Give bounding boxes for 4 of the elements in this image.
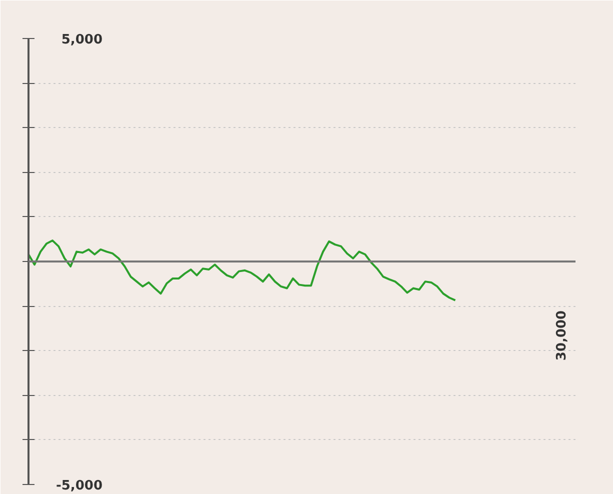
annotation: 30,000: [554, 310, 570, 361]
line-series: [28, 240, 456, 302]
y-tick-label: 5,000: [61, 32, 103, 48]
y-tick-label: -5,000: [56, 478, 102, 494]
